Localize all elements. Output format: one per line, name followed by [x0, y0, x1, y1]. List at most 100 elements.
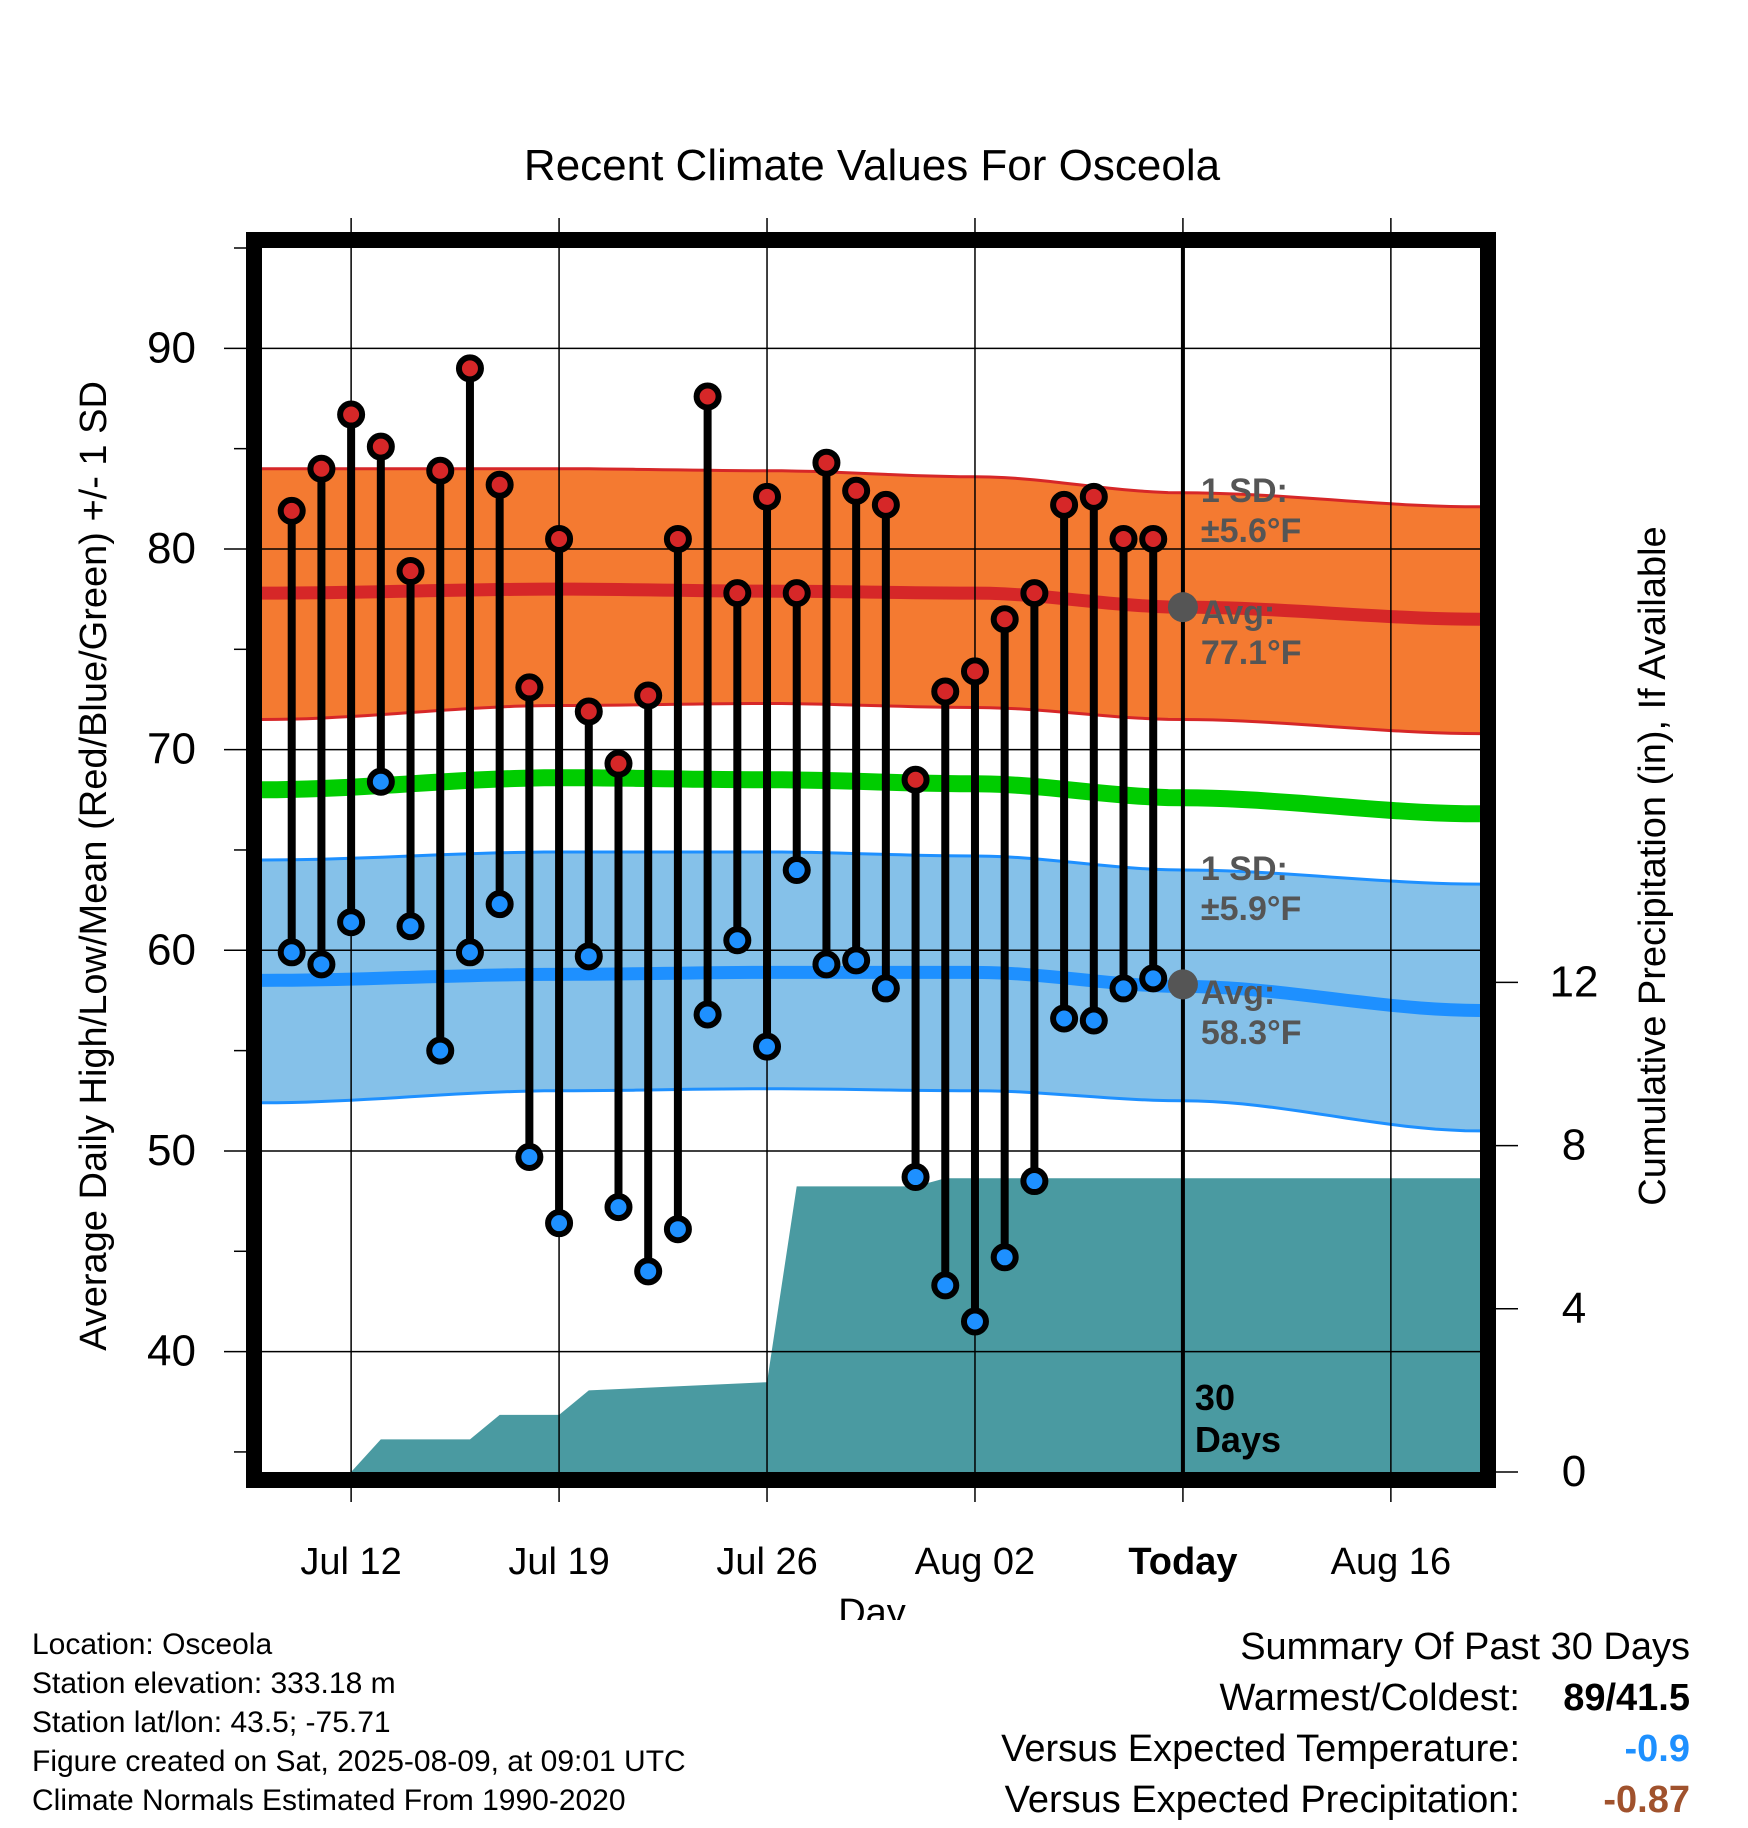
- high-point: [366, 432, 395, 461]
- low-point: [1050, 1004, 1079, 1033]
- low-sd-label: 1 SD:: [1201, 850, 1288, 888]
- plot-frame: [246, 232, 1496, 1488]
- low-point: [1109, 974, 1138, 1003]
- high-point: [1109, 524, 1138, 553]
- high-point: [307, 454, 336, 483]
- location-text: Location: Osceola: [32, 1628, 273, 1661]
- y2-tick-label: 8: [1562, 1121, 1586, 1170]
- low-sd-value: ±5.9°F: [1201, 890, 1301, 928]
- low-point: [396, 912, 425, 941]
- days-count-label: 30: [1195, 1377, 1235, 1418]
- high-point: [337, 400, 366, 429]
- high-point: [574, 697, 603, 726]
- low-point: [960, 1307, 989, 1336]
- precip-label: Versus Expected Precipitation:: [1004, 1779, 1520, 1821]
- high-point: [990, 605, 1019, 634]
- high-point: [723, 579, 752, 608]
- x-tick-label: Jul 19: [508, 1541, 609, 1583]
- high-point: [812, 448, 841, 477]
- station-info: Location: Osceola Station elevation: 333…: [32, 1625, 686, 1820]
- low-point: [1079, 1006, 1108, 1035]
- low-point: [693, 1000, 722, 1029]
- y2-tick-label: 12: [1550, 957, 1599, 1006]
- x-tick-label: Jul 26: [716, 1541, 817, 1583]
- high-sd-lower-line: [261, 702, 1481, 736]
- high-point: [1020, 579, 1049, 608]
- warmest-value: 89/41.5: [1563, 1677, 1690, 1719]
- high-point: [871, 490, 900, 519]
- high-avg-value: 77.1°F: [1201, 634, 1302, 672]
- high-sd-label: 1 SD:: [1201, 472, 1288, 510]
- created-text: Figure created on Sat, 2025-08-09, at 09…: [32, 1745, 686, 1778]
- low-point: [753, 1032, 782, 1061]
- low-point: [604, 1193, 633, 1222]
- high-sd-value: ±5.6°F: [1201, 512, 1301, 550]
- x-tick-label: Aug 16: [1331, 1541, 1451, 1583]
- low-sd-lower-line: [261, 1087, 1481, 1133]
- elevation-text: Station elevation: 333.18 m: [32, 1667, 396, 1700]
- chart-title: Recent Climate Values For Osceola: [524, 141, 1221, 190]
- y2-tick-label: 0: [1562, 1447, 1586, 1496]
- normals-text: Climate Normals Estimated From 1990-2020: [32, 1784, 626, 1817]
- high-point: [960, 657, 989, 686]
- high-point: [515, 673, 544, 702]
- days-word-label: Days: [1195, 1419, 1281, 1460]
- low-point: [366, 767, 395, 796]
- y-tick-label: 70: [147, 725, 196, 774]
- high-point: [931, 677, 960, 706]
- latlon-text: Station lat/lon: 43.5; -75.71: [32, 1706, 391, 1739]
- high-point: [396, 557, 425, 586]
- x-tick-label: Jul 12: [300, 1541, 401, 1583]
- precip-value: -0.87: [1603, 1779, 1690, 1821]
- low-point: [307, 950, 336, 979]
- low-point: [871, 974, 900, 1003]
- low-sd-band: [262, 852, 1480, 1131]
- high-mean-line: [262, 582, 1481, 626]
- high-point: [753, 482, 782, 511]
- high-avg-label: Avg:: [1201, 594, 1275, 632]
- low-point: [812, 950, 841, 979]
- temp-value: -0.9: [1624, 1728, 1690, 1770]
- precip-area: [351, 1178, 1481, 1472]
- high-point: [455, 354, 484, 383]
- high-point: [693, 382, 722, 411]
- climate-chart: Recent Climate Values For Osceola 1 SD:±…: [73, 141, 1674, 1620]
- low-point: [574, 942, 603, 971]
- y-tick-label: 50: [147, 1126, 196, 1175]
- high-sd-band: [262, 468, 1480, 734]
- low-point: [485, 890, 514, 919]
- high-avg-marker: [1167, 592, 1198, 623]
- low-sd-upper-line: [261, 850, 1481, 886]
- low-point: [990, 1243, 1019, 1272]
- high-point: [545, 524, 574, 553]
- y-tick-label: 60: [147, 925, 196, 974]
- low-point: [515, 1142, 544, 1171]
- low-point: [337, 908, 366, 937]
- low-point: [455, 938, 484, 967]
- low-point: [426, 1036, 455, 1065]
- low-avg-value: 58.3°F: [1201, 1014, 1302, 1052]
- y2-tick-label: 4: [1562, 1284, 1586, 1333]
- high-point: [1050, 490, 1079, 519]
- low-avg-label: Avg:: [1201, 974, 1275, 1012]
- mean-line: [261, 769, 1481, 823]
- high-point: [782, 579, 811, 608]
- warmest-label: Warmest/Coldest:: [1219, 1677, 1520, 1719]
- x-tick-label: Today: [1128, 1541, 1237, 1583]
- temp-label: Versus Expected Temperature:: [1001, 1728, 1520, 1770]
- low-point: [723, 926, 752, 955]
- high-point: [277, 496, 306, 525]
- low-point: [1139, 964, 1168, 993]
- summary-precip-row: Versus Expected Precipitation: -0.87: [1001, 1775, 1690, 1826]
- low-point: [901, 1163, 930, 1192]
- y-tick-label: 80: [147, 524, 196, 573]
- high-point: [1139, 524, 1168, 553]
- summary-temp-row: Versus Expected Temperature: -0.9: [1001, 1724, 1690, 1775]
- y-axis-label: Average Daily High/Low/Mean (Red/Blue/Gr…: [73, 381, 115, 1351]
- high-point: [426, 456, 455, 485]
- high-point: [634, 681, 663, 710]
- low-point: [931, 1271, 960, 1300]
- low-point: [545, 1209, 574, 1238]
- x-axis-label: Day: [838, 1592, 906, 1620]
